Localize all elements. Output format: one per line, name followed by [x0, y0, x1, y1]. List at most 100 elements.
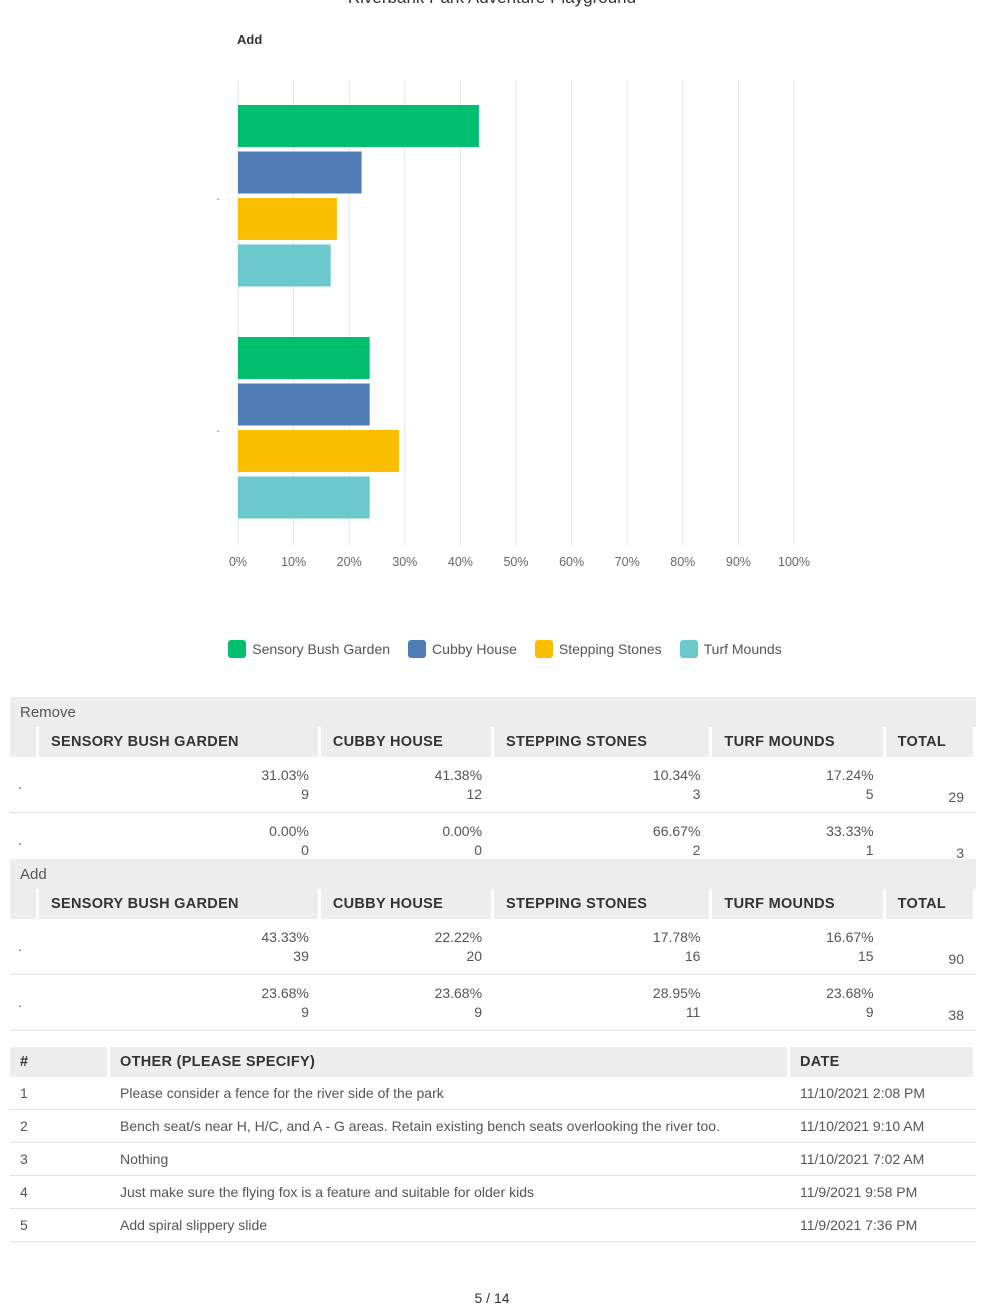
section-title: Remove: [10, 697, 976, 727]
column-header: SENSORY BUSH GARDEN: [39, 889, 321, 919]
legend-item: Stepping Stones: [534, 640, 662, 658]
cell-percent: 10.34%: [652, 766, 701, 783]
column-header: STEPPING STONES: [494, 889, 713, 919]
cell-count: 15: [858, 947, 874, 964]
comment-row: 2 Bench seat/s near H, H/C, and A - G are…: [10, 1110, 976, 1143]
x-tick-label: 90%: [726, 555, 751, 569]
comment-text: Bench seat/s near H, H/C, and A - G area…: [110, 1110, 790, 1143]
cell-count: 2: [692, 841, 701, 858]
cell-percent: 33.33%: [826, 822, 874, 839]
legend-swatch: [679, 640, 698, 658]
column-header: TURF MOUNDS: [712, 727, 886, 757]
cell-percent: 17.78%: [652, 928, 701, 945]
row-label: .: [10, 757, 40, 813]
cell-count: 9: [865, 1003, 874, 1020]
row-label: .: [10, 919, 40, 975]
x-tick-label: 0%: [229, 555, 247, 569]
bar: [238, 151, 362, 194]
row-total: 90: [885, 919, 976, 975]
col-number-header: #: [10, 1047, 110, 1077]
data-cell: 22.22% 20: [320, 919, 495, 975]
legend-label: Turf Mounds: [703, 641, 782, 657]
header-spacer: [10, 889, 40, 919]
cell-percent: 23.68%: [826, 984, 874, 1001]
cell-percent: 0.00%: [269, 822, 309, 839]
data-cell: 43.33% 39: [39, 919, 321, 975]
data-cell: 16.67% 15: [712, 919, 886, 975]
data-cell: 31.03% 9: [39, 757, 321, 813]
page-number: 5 / 14: [474, 1290, 510, 1306]
cell-percent: 41.38%: [434, 766, 483, 783]
cell-percent: 23.68%: [434, 984, 483, 1001]
category-label: .: [216, 421, 219, 435]
cell-count: 5: [865, 785, 874, 802]
col-date-header: DATE: [790, 1047, 976, 1077]
comment-date: 11/10/2021 7:02 AM: [790, 1143, 976, 1176]
column-header: TOTAL: [885, 889, 976, 919]
column-header: SENSORY BUSH GARDEN: [39, 727, 321, 757]
data-cell: 23.68% 9: [39, 975, 321, 1031]
cell-count: 9: [474, 1003, 483, 1020]
cell-count: 0: [301, 841, 309, 858]
column-header: STEPPING STONES: [494, 727, 713, 757]
comment-text: Nothing: [110, 1143, 790, 1176]
comment-number: 3: [10, 1143, 110, 1176]
cell-percent: 28.95%: [652, 984, 701, 1001]
row-total: 38: [885, 975, 976, 1031]
cell-count: 12: [466, 785, 483, 802]
page-title: Riverbank Park Adventure Playground: [0, 0, 984, 8]
data-cell: 28.95% 11: [494, 975, 713, 1031]
x-tick-label: 100%: [778, 555, 810, 569]
comment-row: 4 Just make sure the flying fox is a feat…: [10, 1176, 976, 1209]
cell-percent: 66.67%: [652, 822, 701, 839]
section-title: Add: [10, 859, 976, 889]
cell-count: 39: [293, 947, 309, 964]
table-row: . 23.68% 9 23.68% 9 28.95% 11 23.68% 9 38: [10, 975, 976, 1031]
bar-chart: 0% 10% 20% 30% 40% 50% 60% 70% 80% 90% 100%..: [216, 80, 810, 569]
chart-legend: Sensory Bush Garden Cubby House Stepping S…: [0, 640, 984, 658]
column-header: CUBBY HOUSE: [320, 727, 495, 757]
chart-title: Add: [237, 32, 263, 47]
legend-swatch: [408, 640, 427, 658]
cell-percent: 0.00%: [442, 822, 483, 839]
bar: [238, 198, 337, 240]
bar: [238, 244, 331, 287]
comment-date: 11/10/2021 9:10 AM: [790, 1110, 976, 1143]
data-cell: 10.34% 3: [494, 757, 713, 813]
row-total: 29: [885, 757, 976, 813]
comment-date: 11/10/2021 2:08 PM: [790, 1077, 976, 1110]
data-cell: 23.68% 9: [712, 975, 886, 1031]
table-row: . 31.03% 9 41.38% 12 10.34% 3 17.24% 5 29: [10, 757, 976, 813]
comments-table: # OTHER (PLEASE SPECIFY) DATE 1 Please co…: [10, 1047, 976, 1242]
cell-percent: 16.67%: [826, 928, 874, 945]
cell-percent: 31.03%: [261, 766, 309, 783]
legend-item: Sensory Bush Garden: [228, 640, 390, 658]
comment-row: 1 Please consider a fence for the river s…: [10, 1077, 976, 1110]
comment-number: 5: [10, 1209, 110, 1242]
row-label: .: [10, 975, 40, 1031]
x-tick-label: 70%: [615, 555, 640, 569]
bar: [238, 337, 370, 379]
bar: [238, 430, 399, 472]
bar: [238, 383, 370, 426]
cell-count: 20: [466, 947, 483, 964]
legend-label: Sensory Bush Garden: [252, 641, 391, 657]
legend-item: Cubby House: [408, 640, 517, 658]
comment-number: 1: [10, 1077, 110, 1110]
data-cell: 17.78% 16: [494, 919, 713, 975]
cell-percent: 22.22%: [434, 928, 483, 945]
comment-text: Please consider a fence for the river si…: [110, 1077, 790, 1110]
comment-text: Add spiral slippery slide: [110, 1209, 790, 1242]
bar: [238, 476, 370, 519]
x-tick-label: 50%: [503, 555, 528, 569]
x-tick-label: 40%: [448, 555, 473, 569]
column-header: TURF MOUNDS: [712, 889, 886, 919]
cell-count: 1: [865, 841, 874, 858]
comment-date: 11/9/2021 7:36 PM: [790, 1209, 976, 1242]
cell-percent: 23.68%: [261, 984, 309, 1001]
cell-count: 11: [685, 1003, 701, 1020]
cell-count: 16: [684, 947, 701, 964]
comment-number: 4: [10, 1176, 110, 1209]
x-tick-label: 10%: [281, 555, 306, 569]
legend-label: Stepping Stones: [558, 641, 662, 657]
